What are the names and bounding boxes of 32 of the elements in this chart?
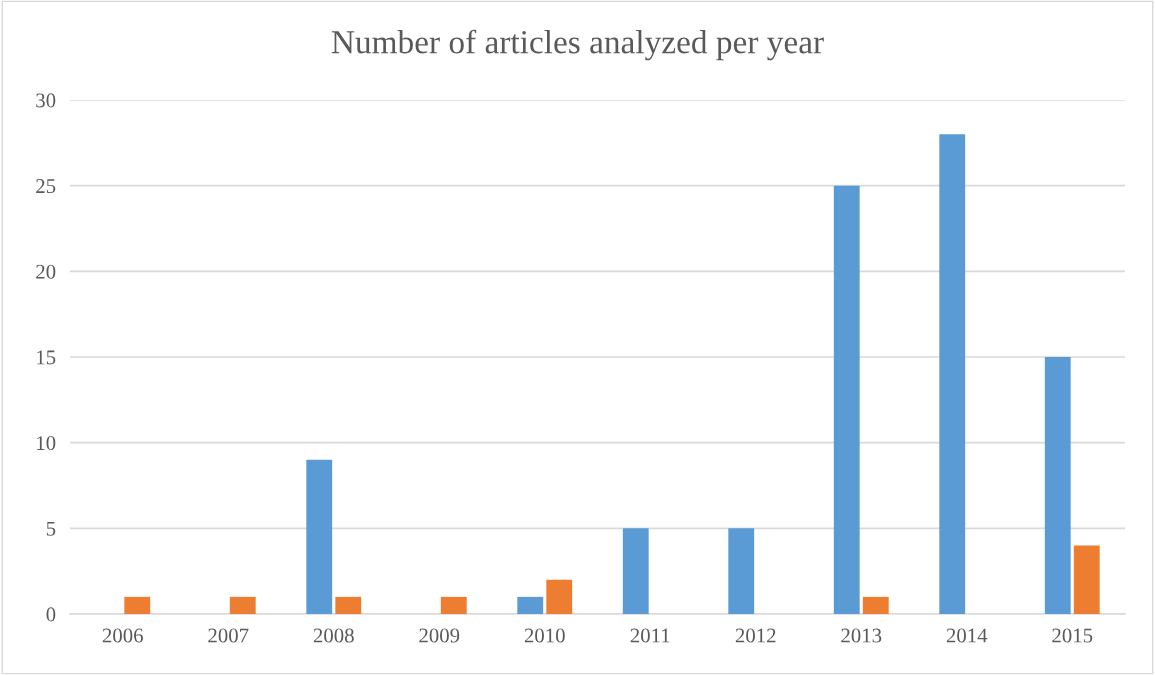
x-tick-label: 2011: [630, 628, 670, 643]
x-tick-label: 2012: [735, 628, 776, 643]
bar: [306, 459, 333, 614]
y-tick-label: 30: [36, 93, 56, 108]
x-tick-label: 2008: [313, 628, 354, 643]
y-tick-label: 20: [36, 264, 56, 279]
x-tick-label: 2007: [208, 628, 249, 643]
x-tick-label: 2013: [841, 628, 882, 643]
chart-title: Number of articles analyzed per year: [331, 29, 824, 61]
bar: [1073, 545, 1100, 614]
y-tick-label: 25: [36, 179, 56, 194]
bar: [229, 596, 256, 614]
bar: [862, 596, 889, 614]
x-tick-label: 2014: [946, 628, 988, 643]
bar: [517, 596, 544, 614]
y-tick-label: 15: [37, 350, 56, 365]
bar: [939, 134, 966, 614]
bar: [728, 528, 755, 614]
y-tick-label: 10: [37, 436, 56, 451]
bar: [622, 528, 649, 614]
bar: [335, 596, 362, 614]
bar: [124, 596, 151, 614]
bar: [546, 579, 573, 614]
y-tick-label: 0: [46, 607, 56, 622]
x-tick-label: 2015: [1052, 628, 1093, 643]
bar: [1044, 357, 1071, 614]
x-tick-label: 2009: [419, 628, 460, 643]
bar: [440, 596, 467, 614]
bar: [833, 185, 860, 614]
x-tick-label: 2006: [102, 628, 143, 643]
y-tick-label: 5: [46, 521, 56, 536]
x-tick-label: 2010: [524, 628, 565, 643]
